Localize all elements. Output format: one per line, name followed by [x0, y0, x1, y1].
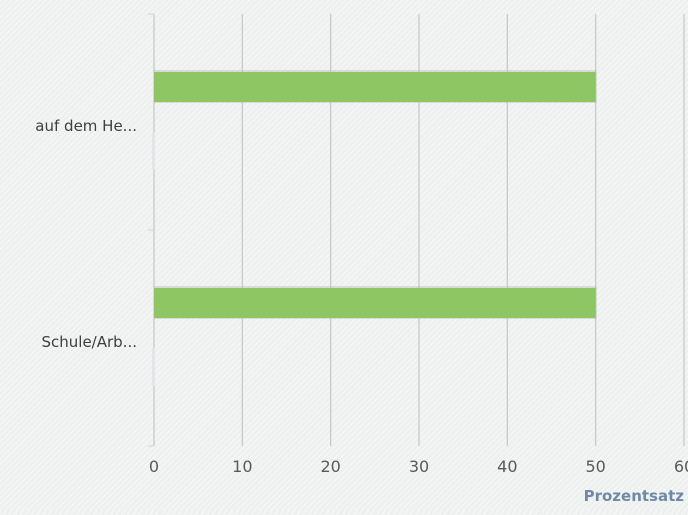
x-tick-label-50: 50: [585, 457, 605, 476]
x-tick-label-20: 20: [320, 457, 340, 476]
x-axis-title: Prozentsatz: [584, 487, 685, 505]
x-tick-label-30: 30: [409, 457, 429, 476]
bar-1: [154, 288, 596, 318]
x-tick-label-10: 10: [232, 457, 252, 476]
x-axis-ticks: 0 10 20 30 40 50 60: [149, 457, 688, 476]
x-tick-label-60: 60: [674, 457, 688, 476]
empty-series-stub-0: [152, 132, 155, 170]
category-label-0: auf dem He...: [35, 117, 137, 135]
x-tick-label-0: 0: [149, 457, 159, 476]
bars: [152, 70, 597, 386]
y-axis-categories: auf dem He... Schule/Arb...: [35, 117, 137, 351]
bar-0: [154, 72, 596, 102]
category-label-1: Schule/Arb...: [42, 333, 138, 351]
empty-series-stub-1: [152, 348, 155, 386]
x-tick-label-40: 40: [497, 457, 517, 476]
